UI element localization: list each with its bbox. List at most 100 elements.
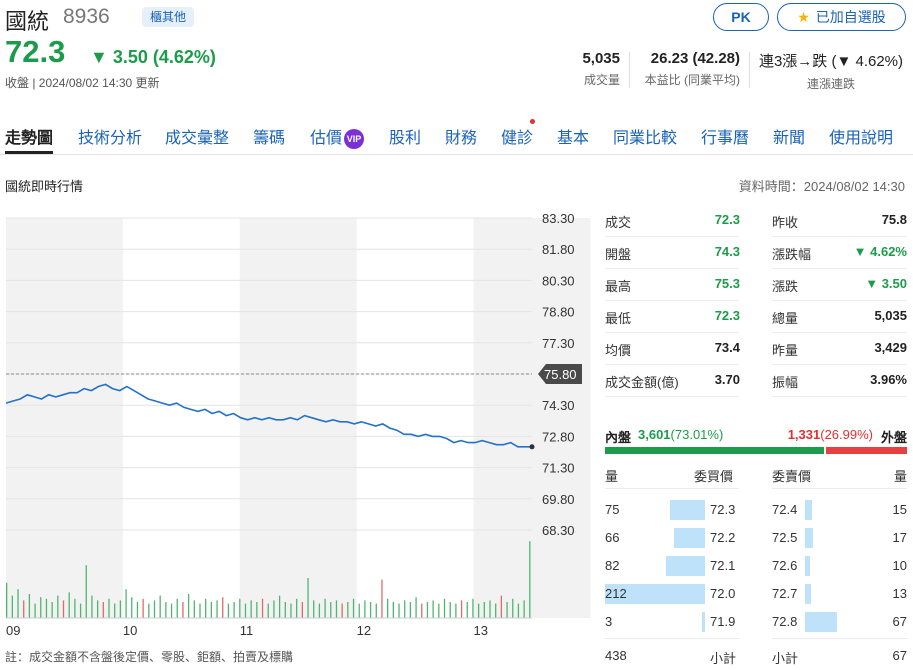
x-tick-label: 12 — [357, 623, 371, 638]
outer-value: 1,331(26.99%) — [788, 427, 873, 442]
bid-volume: 66 — [605, 530, 620, 545]
volume-bar — [125, 589, 127, 618]
book-divider — [605, 638, 739, 639]
quote-label: 開盤 — [605, 247, 632, 262]
y-tick-label: 69.80 — [542, 492, 575, 507]
volume-bar — [301, 602, 303, 618]
tab-help[interactable]: 使用說明 — [829, 130, 894, 147]
volume-bar — [96, 600, 99, 618]
y-tick-label: 77.30 — [542, 336, 575, 351]
update-time: 收盤 | 2024/08/02 14:30 更新 — [5, 76, 160, 90]
volume-bar — [182, 602, 184, 618]
tab-financial[interactable]: 財務 — [445, 130, 478, 147]
x-tick-label: 13 — [474, 623, 488, 638]
row-divider — [772, 396, 907, 397]
quote-row: 振幅 3.96% — [772, 372, 907, 392]
kpi-streak-label: 連漲連跌 — [806, 77, 855, 91]
volume-bar — [466, 602, 468, 618]
stock-header: 國統 8936 櫃其他 72.3 ▼ 3.50 (4.62%) 收盤 | 202… — [5, 0, 908, 100]
quote-value: 72.3 — [714, 212, 740, 227]
ask-price: 72.5 — [772, 530, 798, 545]
volume-bar — [341, 603, 343, 618]
tab-checkup[interactable]: 健診 — [501, 130, 534, 147]
volume-bar — [34, 603, 36, 618]
tab-calendar[interactable]: 行事曆 — [701, 130, 750, 147]
y-tick-label: 83.30 — [542, 211, 575, 226]
row-divider — [605, 236, 739, 237]
market-badge[interactable]: 櫃其他 — [142, 7, 195, 27]
watchlist-label: 已加自選股 — [815, 9, 886, 25]
volume-bar — [347, 602, 349, 618]
row-divider — [605, 364, 739, 365]
notification-dot — [530, 119, 535, 124]
kpi-divider — [749, 52, 750, 88]
volume-bar — [17, 589, 19, 618]
tab-chips[interactable]: 籌碼 — [253, 130, 286, 147]
volume-bar — [261, 598, 264, 618]
tab-news[interactable]: 新聞 — [773, 130, 806, 147]
volume-bar — [210, 602, 213, 618]
bid-volume-bar — [669, 500, 705, 520]
book-row: 3 71.9 72.8 67 — [605, 611, 907, 633]
tab-trend[interactable]: 走勢圖 — [5, 130, 54, 147]
quote-value: 75.8 — [881, 212, 907, 227]
volume-bar — [290, 603, 292, 618]
volume-bar — [409, 602, 412, 618]
ask-price: 72.6 — [772, 558, 798, 573]
quote-label: 漲跌 — [772, 279, 799, 294]
add-watchlist-button[interactable]: ★ 已加自選股 — [777, 3, 906, 31]
tab-basic[interactable]: 基本 — [557, 130, 590, 147]
bid-price: 72.0 — [710, 586, 736, 601]
row-divider — [772, 332, 907, 333]
volume-bar — [51, 602, 53, 618]
inner-pct: (73.01%) — [670, 427, 724, 442]
tab-technical[interactable]: 技術分析 — [78, 130, 143, 147]
prev-close-tag — [538, 364, 582, 384]
y-tick-label: 68.30 — [542, 523, 575, 538]
tab-dividend[interactable]: 股利 — [389, 130, 422, 147]
bid-price: 72.2 — [710, 530, 736, 545]
intraday-chart[interactable]: 83.30 81.80 80.30 78.80 77.30 75.80 74.30 72.80… — [0, 210, 600, 666]
volume-bar — [273, 600, 275, 618]
volume-bar — [483, 602, 485, 618]
volume-bar — [335, 600, 338, 618]
volume-bar — [148, 603, 150, 618]
x-tick-label: 09 — [6, 623, 20, 638]
volume-bar — [23, 600, 25, 618]
quote-row: 最高 75.3 — [605, 276, 740, 296]
row-divider — [772, 268, 907, 269]
tab-bar: 走勢圖 技術分析 成交彙整 籌碼 估價 VIP 股利 財務 健診 基本 同業比較 … — [0, 121, 913, 155]
stock-code: 8936 — [63, 5, 110, 28]
bid-volume: 3 — [605, 614, 613, 629]
book-header-ask: 委賣價 — [772, 469, 812, 484]
volume-bar — [159, 595, 161, 618]
quote-label: 昨收 — [772, 215, 799, 230]
inner-value: 3,601(73.01%) — [638, 427, 723, 442]
volume-bar — [250, 600, 252, 618]
quote-row: 漲跌 ▼ 3.50 — [772, 276, 907, 296]
book-row: 82 72.1 72.6 10 — [605, 555, 907, 577]
volume-bar — [284, 602, 286, 618]
tab-peer-compare[interactable]: 同業比較 — [613, 130, 678, 147]
volume-bar — [153, 600, 156, 618]
volume-bar — [79, 603, 82, 618]
prev-close-label: 75.80 — [544, 367, 577, 382]
row-divider — [772, 364, 907, 365]
tab-valuation[interactable]: 估價 VIP — [310, 124, 365, 149]
pk-button[interactable]: PK — [713, 3, 769, 31]
tab-trades[interactable]: 成交彙整 — [165, 130, 230, 147]
volume-bar — [364, 600, 366, 618]
outer-value-num: 1,331 — [787, 427, 821, 442]
volume-bar — [500, 595, 503, 618]
bid-volume-bar — [702, 612, 705, 632]
book-row: 212 72.0 72.7 13 — [605, 583, 907, 605]
book-row: 66 72.2 72.5 17 — [605, 527, 907, 549]
volume-bar — [114, 603, 116, 618]
volume-bar — [307, 578, 309, 618]
row-divider — [605, 396, 739, 397]
kpi-pe-value: 26.23 (42.28) — [650, 50, 740, 67]
volume-bar — [119, 600, 122, 618]
volume-bar — [517, 603, 520, 618]
volume-bar — [529, 541, 531, 618]
volume-bar — [170, 603, 173, 618]
